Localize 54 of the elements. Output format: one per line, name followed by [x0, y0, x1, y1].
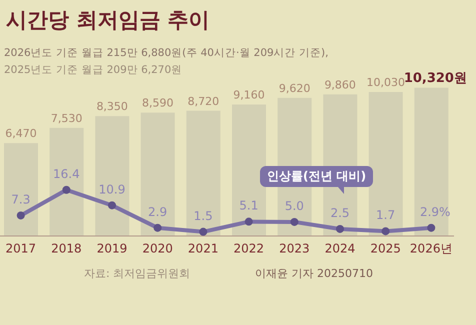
point: [16, 211, 25, 220]
x-tick-label: 2022: [234, 242, 264, 256]
data-label: 8,350: [96, 100, 128, 114]
data-label: 1.5: [194, 208, 213, 223]
point: [199, 228, 208, 236]
data-label: 9,860: [324, 78, 356, 92]
text: 이재윤 기자 20250710: [255, 266, 373, 281]
data-label: 8,720: [188, 94, 220, 108]
point: [290, 218, 298, 226]
x-tick-label: 2018: [51, 242, 82, 256]
bar: [368, 92, 403, 236]
x-tick-label: 2024: [324, 242, 356, 256]
data-label: 10.9: [98, 182, 126, 196]
data-label: 9,160: [233, 88, 265, 102]
data-label: 8,590: [142, 96, 174, 110]
data-label: 2.9%: [420, 204, 450, 219]
point: [108, 201, 116, 210]
x-tick-label: 2017: [6, 242, 36, 256]
data-label: 2.5: [330, 206, 350, 220]
bar: [140, 112, 175, 236]
data-label: 1.7: [376, 208, 396, 222]
data-label: 6,470: [5, 127, 37, 140]
data-label: 9,620: [278, 82, 310, 95]
x-tick-label: 2025: [370, 242, 401, 256]
point: [244, 218, 253, 226]
point: [62, 186, 70, 194]
data-label: 7,530: [50, 112, 82, 125]
data-label: 7.3: [11, 192, 30, 206]
text: 인상률(전년 대비): [260, 166, 374, 187]
point: [154, 224, 162, 232]
point: [336, 224, 344, 233]
data-label: 5.1: [239, 198, 258, 213]
data-label: 10,320원: [404, 70, 467, 86]
data-label: 10,030: [366, 76, 406, 89]
data-label: 5.0: [284, 198, 304, 213]
data-label: 2.9: [148, 204, 168, 219]
x-tick-label: 2019: [96, 242, 128, 256]
data-label: 16.4: [53, 166, 80, 181]
x-tick-label: 2020: [142, 242, 173, 256]
bar: [4, 143, 38, 236]
x-tick-label: 2026년: [410, 242, 452, 256]
bar: [50, 128, 84, 236]
chart-subtitle: 2026년도 기준 월급 215만 6,880원(주 40시간·월 209시간 기준),: [4, 46, 328, 60]
text: 자료: 최저임금위원회: [84, 266, 190, 281]
x-tick-label: 2023: [279, 242, 310, 256]
chart-title: 시간당 최저임금 추이: [6, 7, 210, 34]
bar: [414, 88, 448, 236]
x-tick-label: 2021: [188, 242, 218, 256]
bar: [232, 104, 266, 236]
point: [382, 227, 390, 236]
text: 2025년도 기준 월급 209만 6,270원: [4, 63, 182, 77]
bar: [95, 116, 130, 236]
point: [427, 224, 436, 232]
bar: [186, 110, 220, 236]
